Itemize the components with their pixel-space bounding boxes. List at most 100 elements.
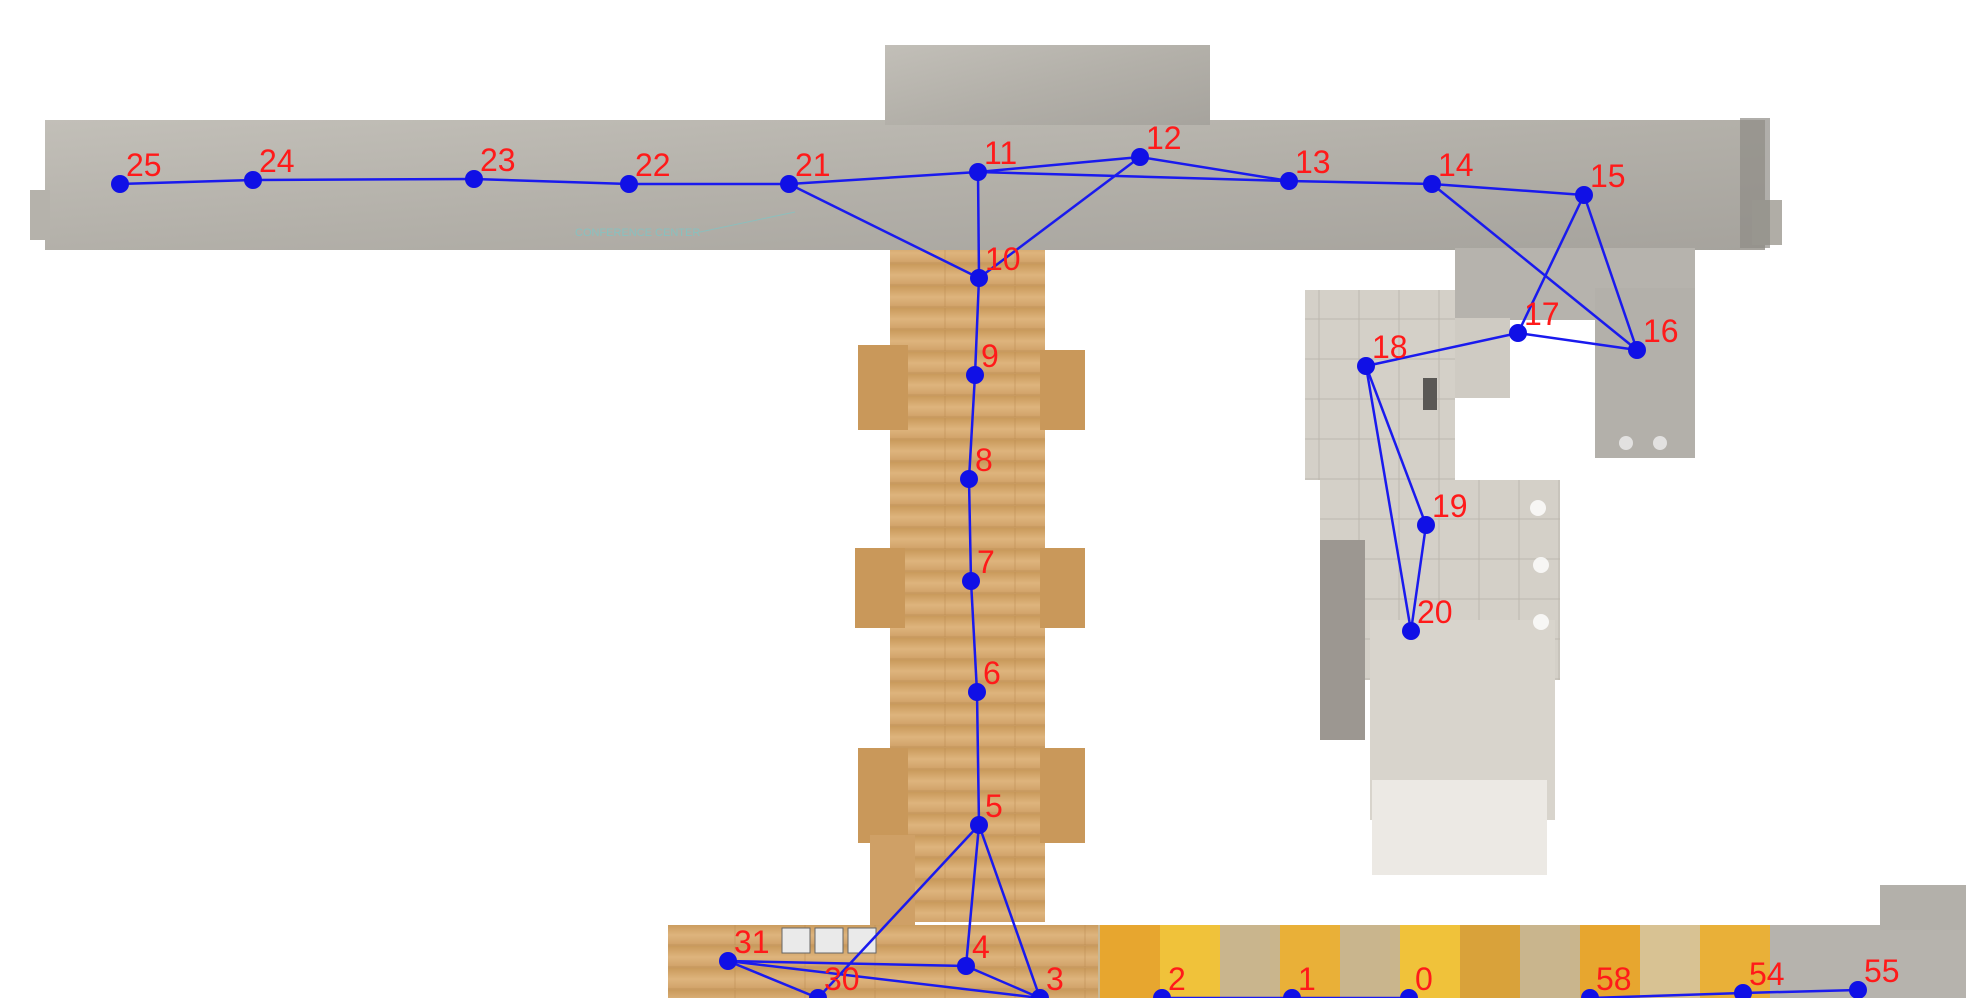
node-0[interactable]: 0: [1400, 961, 1433, 998]
node-label: 9: [981, 338, 999, 374]
node-marker[interactable]: [966, 366, 984, 384]
node-30[interactable]: 30: [809, 961, 860, 998]
node-15[interactable]: 15: [1575, 158, 1626, 204]
node-marker[interactable]: [969, 163, 987, 181]
node-23[interactable]: 23: [465, 142, 516, 188]
node-label: 3: [1046, 961, 1064, 997]
edge-8-7: [967, 478, 973, 582]
node-label: 12: [1146, 120, 1182, 156]
node-label: 19: [1432, 488, 1468, 524]
node-marker[interactable]: [1581, 989, 1599, 998]
node-31[interactable]: 31: [719, 924, 770, 970]
node-6[interactable]: 6: [968, 655, 1001, 701]
node-10[interactable]: 10: [970, 241, 1021, 287]
node-marker[interactable]: [1031, 989, 1049, 998]
node-5[interactable]: 5: [970, 788, 1003, 834]
edge-31-4: [727, 959, 967, 968]
node-marker[interactable]: [111, 175, 129, 193]
node-marker[interactable]: [1734, 984, 1752, 998]
node-marker[interactable]: [1423, 175, 1441, 193]
node-label: 55: [1864, 953, 1900, 989]
edge-24-23: [252, 177, 475, 182]
edge-31-30: [727, 959, 819, 998]
node-label: 23: [480, 142, 516, 178]
node-16[interactable]: 16: [1628, 313, 1679, 359]
node-marker[interactable]: [780, 175, 798, 193]
node-marker[interactable]: [244, 171, 262, 189]
node-marker[interactable]: [960, 470, 978, 488]
edge-14-15: [1431, 182, 1585, 197]
node-marker[interactable]: [809, 989, 827, 998]
node-label: 20: [1417, 594, 1453, 630]
node-20[interactable]: 20: [1402, 594, 1453, 640]
edge-6-5: [975, 691, 981, 826]
node-11[interactable]: 11: [969, 135, 1017, 181]
node-25[interactable]: 25: [111, 147, 162, 193]
edge-25-24: [119, 178, 254, 186]
node-label: 5: [985, 788, 1003, 824]
node-22[interactable]: 22: [620, 147, 671, 193]
node-label: 24: [259, 143, 295, 179]
node-marker[interactable]: [1357, 357, 1375, 375]
edge-5-30: [817, 824, 980, 998]
node-14[interactable]: 14: [1423, 147, 1474, 193]
node-label: 30: [824, 961, 860, 997]
edge-12-13: [1139, 155, 1290, 183]
node-marker[interactable]: [957, 957, 975, 975]
node-21[interactable]: 21: [780, 147, 831, 193]
edge-11-10: [976, 171, 981, 279]
node-1[interactable]: 1: [1283, 961, 1316, 998]
edge-13-14: [1288, 179, 1433, 186]
edge-9-8: [967, 374, 977, 480]
node-13[interactable]: 13: [1280, 144, 1331, 190]
node-label: 54: [1749, 956, 1785, 992]
edge-15-17: [1516, 194, 1586, 334]
node-marker[interactable]: [1280, 172, 1298, 190]
node-18[interactable]: 18: [1357, 329, 1408, 375]
node-marker[interactable]: [962, 572, 980, 590]
edge-15-16: [1582, 194, 1639, 351]
node-marker[interactable]: [1575, 186, 1593, 204]
node-label: 1: [1298, 961, 1316, 997]
node-marker[interactable]: [1400, 989, 1418, 998]
node-marker[interactable]: [1417, 516, 1435, 534]
edge-10-9: [973, 277, 981, 376]
edge-5-3: [977, 824, 1042, 998]
node-label: 17: [1524, 296, 1560, 332]
node-7[interactable]: 7: [962, 544, 995, 590]
node-8[interactable]: 8: [960, 442, 993, 488]
node-label: 22: [635, 147, 671, 183]
node-marker[interactable]: [968, 683, 986, 701]
node-marker[interactable]: [1283, 989, 1301, 998]
node-marker[interactable]: [620, 175, 638, 193]
node-3[interactable]: 3: [1031, 961, 1064, 998]
node-12[interactable]: 12: [1131, 120, 1182, 166]
right-rooms-floor: [1305, 248, 1695, 875]
node-marker[interactable]: [970, 269, 988, 287]
edge-54-55: [1742, 988, 1859, 995]
node-54[interactable]: 54: [1734, 956, 1785, 998]
node-55[interactable]: 55: [1849, 953, 1900, 998]
node-label: 10: [985, 241, 1021, 277]
node-marker[interactable]: [1402, 622, 1420, 640]
node-9[interactable]: 9: [966, 338, 999, 384]
node-24[interactable]: 24: [244, 143, 295, 189]
edge-18-19: [1364, 365, 1428, 526]
node-label: 18: [1372, 329, 1408, 365]
node-2[interactable]: 2: [1153, 961, 1186, 998]
node-marker[interactable]: [1131, 148, 1149, 166]
node-marker[interactable]: [1849, 981, 1867, 998]
node-17[interactable]: 17: [1509, 296, 1560, 342]
node-4[interactable]: 4: [957, 929, 990, 975]
node-19[interactable]: 19: [1417, 488, 1468, 534]
edge-58-54: [1589, 991, 1744, 998]
node-marker[interactable]: [1628, 341, 1646, 359]
node-marker[interactable]: [1509, 324, 1527, 342]
node-marker[interactable]: [719, 952, 737, 970]
node-58[interactable]: 58: [1581, 961, 1632, 998]
node-marker[interactable]: [465, 170, 483, 188]
node-label: 21: [795, 147, 831, 183]
node-marker[interactable]: [1153, 989, 1171, 998]
node-marker[interactable]: [970, 816, 988, 834]
